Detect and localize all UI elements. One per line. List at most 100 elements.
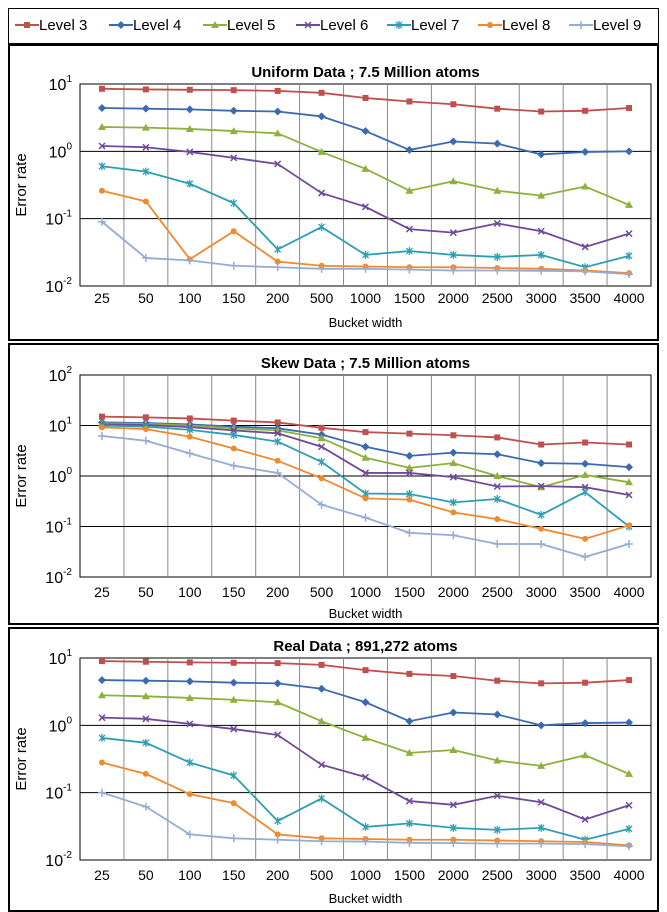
data-point	[493, 495, 501, 504]
data-point	[538, 525, 545, 532]
data-point	[318, 794, 326, 803]
x-axis-label: Bucket width	[329, 315, 403, 330]
data-point	[142, 198, 149, 205]
data-point	[493, 756, 502, 764]
data-point	[449, 708, 458, 717]
data-point	[581, 182, 590, 190]
data-point	[98, 658, 105, 665]
data-point	[97, 217, 106, 226]
data-point	[98, 142, 106, 150]
series-level-9	[97, 217, 634, 279]
data-point	[317, 684, 326, 693]
data-point	[142, 770, 149, 777]
data-point	[229, 106, 238, 115]
data-point	[317, 264, 326, 273]
data-point	[406, 430, 413, 437]
data-point	[142, 167, 150, 176]
y-tick-label: 101	[49, 648, 73, 668]
data-point	[274, 87, 281, 94]
legend-marker	[487, 22, 493, 28]
data-point	[186, 720, 194, 728]
data-point	[361, 773, 370, 781]
data-point	[537, 266, 546, 275]
data-point	[361, 442, 370, 451]
legend-label: Level 7	[411, 17, 459, 34]
y-tick-label: 10-2	[45, 276, 72, 296]
data-point	[273, 679, 282, 688]
data-point	[581, 815, 589, 823]
x-tick-label: 2500	[482, 290, 513, 306]
vertical-gridlines	[123, 658, 608, 860]
data-point	[537, 839, 546, 848]
data-point	[494, 677, 501, 684]
data-point	[405, 748, 414, 756]
real-data-chart: Real Data ; 891,272 atoms 101 100 10-1 10-2 E…	[8, 627, 659, 912]
data-point	[273, 835, 282, 844]
series-level-3	[98, 85, 633, 115]
x-tick-label: 3500	[570, 867, 601, 883]
data-point	[142, 658, 149, 665]
data-point	[97, 104, 106, 113]
data-point	[493, 472, 502, 479]
data-point	[98, 187, 105, 194]
data-point	[450, 101, 457, 108]
data-point	[449, 531, 458, 540]
data-point	[449, 137, 458, 146]
y-tick-label: 101	[49, 416, 73, 436]
data-point	[185, 449, 194, 458]
data-point	[318, 223, 326, 232]
data-point	[405, 225, 413, 233]
data-point	[581, 552, 590, 561]
data-point	[318, 89, 325, 96]
data-point	[274, 419, 281, 426]
x-tick-label: 1000	[350, 584, 381, 600]
data-point	[230, 87, 237, 94]
data-point	[141, 692, 150, 700]
data-point	[361, 733, 370, 741]
data-point	[538, 108, 545, 115]
data-point	[274, 245, 282, 254]
x-tick-label: 1000	[350, 290, 381, 306]
data-point	[274, 258, 281, 265]
x-tick-label: 150	[222, 867, 246, 883]
data-point	[581, 470, 590, 478]
data-point	[537, 227, 545, 235]
series-level-5	[97, 122, 634, 208]
data-point	[537, 540, 546, 549]
series-level-3	[98, 413, 633, 448]
data-point	[626, 522, 633, 529]
legend-item-level-7: Level 7	[387, 17, 459, 34]
data-point	[625, 230, 633, 238]
x-tick-label: 3000	[526, 290, 557, 306]
legend-item-level-9: Level 9	[569, 17, 641, 34]
x-tick-label: 50	[138, 290, 154, 306]
x-tick-label: 1500	[394, 290, 425, 306]
y-tick-label: 100	[49, 141, 73, 161]
data-point	[186, 415, 193, 422]
data-point	[405, 247, 413, 256]
data-point	[537, 250, 545, 259]
data-point	[141, 676, 150, 685]
x-tick-label: 2500	[482, 584, 513, 600]
data-point	[229, 834, 238, 843]
data-point	[405, 145, 414, 154]
data-point	[317, 837, 326, 846]
data-point	[494, 516, 501, 523]
y-axis: 102 101 100 10-1 10-2	[45, 365, 651, 587]
data-point	[229, 461, 238, 470]
data-point	[361, 453, 370, 461]
data-point	[317, 717, 326, 725]
data-point	[185, 256, 194, 265]
data-point	[98, 714, 106, 722]
x-tick-label: 2000	[438, 867, 469, 883]
y-tick-label: 101	[49, 74, 73, 94]
data-point	[538, 680, 545, 687]
data-point	[405, 819, 413, 828]
data-point	[230, 417, 237, 424]
data-point	[229, 261, 238, 270]
x-tick-label: 4000	[613, 867, 644, 883]
series-level-9	[97, 431, 634, 561]
data-point	[537, 761, 546, 769]
data-point	[186, 659, 193, 666]
data-point	[581, 719, 590, 728]
